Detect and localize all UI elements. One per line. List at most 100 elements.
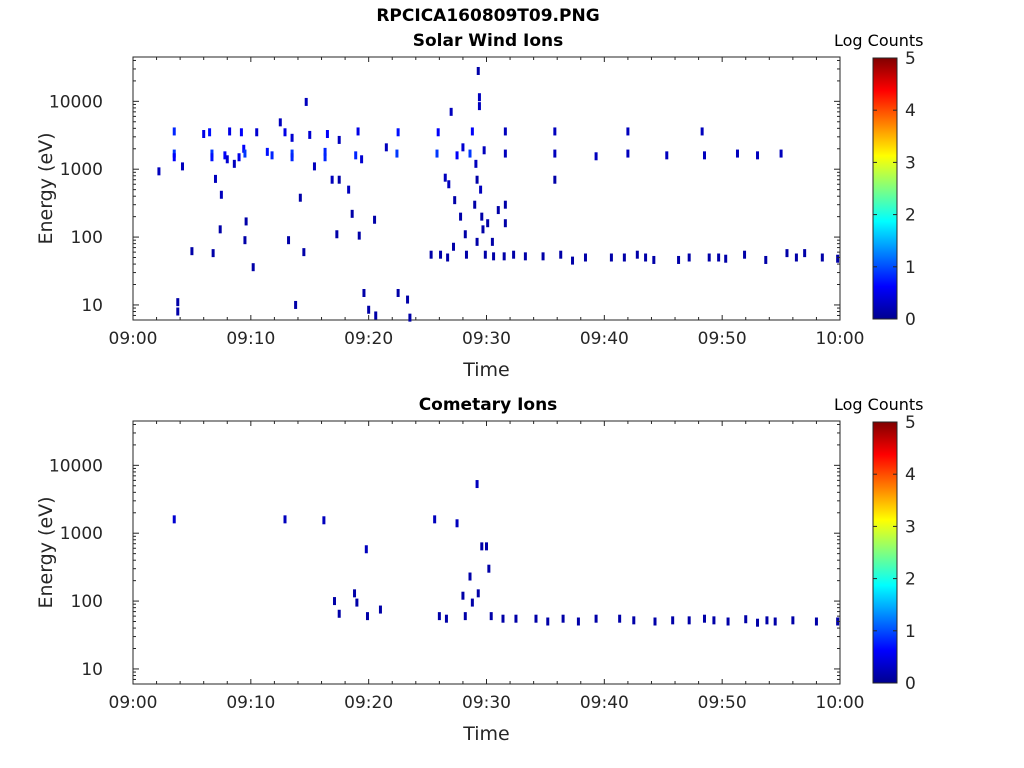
data-cell [322,516,326,525]
data-cell [435,149,439,158]
data-cell [468,149,472,158]
y-axis-label: Energy (eV) [35,132,57,244]
data-cell [357,231,361,240]
data-cell [571,256,575,265]
data-cell [452,242,456,251]
colorbar-tick-label: 4 [905,465,916,485]
colorbar-tick-label: 1 [905,622,916,642]
data-cell [541,252,545,261]
x-tick-label: 09:10 [226,329,275,349]
data-cell [687,616,691,625]
data-cell [779,149,783,158]
data-cell [373,215,377,224]
data-cell [474,159,478,168]
y-tick-label: 10 [81,660,103,680]
data-cell [365,612,369,621]
data-cell [355,598,359,607]
data-cell [618,614,622,623]
y-tick-label: 10 [81,296,103,316]
data-cell [290,153,294,162]
data-cell [653,617,657,626]
colorbar [872,421,898,684]
data-cell [367,305,371,314]
data-cell [501,614,505,623]
data-cell [265,147,269,156]
data-cell [157,167,161,176]
data-cell [553,175,557,184]
data-cell [287,236,291,245]
data-cell [325,130,329,139]
x-tick-label: 09:40 [580,693,629,713]
data-cell [298,193,302,202]
data-cell [323,153,327,162]
data-cell [283,515,287,524]
x-tick-label: 09:20 [344,329,393,349]
data-cell [665,151,669,160]
x-tick-label: 10:00 [816,693,865,713]
data-cell [464,250,468,259]
data-cell [364,545,368,554]
y-tick-label: 10000 [49,92,103,112]
data-cell [461,143,465,152]
data-cell [429,250,433,259]
data-cell [211,249,215,258]
data-cell [803,249,807,258]
data-cell [294,300,298,309]
data-cell [453,196,457,205]
data-cell [785,249,789,258]
data-cell [534,614,538,623]
x-tick-label: 09:20 [344,693,393,713]
data-cell [707,253,711,262]
data-cell [190,247,194,256]
data-cell [228,127,232,136]
y-tick-label: 1000 [60,160,103,180]
data-cell [439,250,443,259]
data-cell [652,255,656,264]
x-axis-label: Time [462,723,510,745]
data-cell [337,175,341,184]
data-cell [476,66,480,75]
x-tick-label: 09:00 [109,329,158,349]
data-cell [794,253,798,262]
x-tick-label: 09:50 [698,329,747,349]
data-cell [514,614,518,623]
x-tick-label: 09:50 [698,693,747,713]
data-cell [480,212,484,221]
data-cell [523,252,527,261]
colorbar-tick-label: 5 [905,49,916,69]
data-cell [735,149,739,158]
data-cell [553,149,557,158]
data-cell [353,589,357,598]
data-cell [487,564,491,573]
data-cell [503,219,507,228]
data-cell [172,153,176,162]
data-cell [470,127,474,136]
data-cell [502,252,506,261]
data-cell [561,614,565,623]
y-tick-label: 100 [71,592,103,612]
data-cell [463,612,467,621]
data-cell [626,127,630,136]
data-cell [219,190,223,199]
data-cell [490,237,494,246]
data-cell [243,149,247,158]
data-cell [476,589,480,598]
data-cell [202,130,206,139]
data-cell [559,250,563,259]
data-cell [470,598,474,607]
data-cell [396,128,400,137]
data-cell [323,147,327,156]
data-cell [717,253,721,262]
data-cell [374,311,378,320]
data-cell [213,174,217,183]
data-cell [308,130,312,139]
data-cell [218,225,222,234]
data-cell [594,152,598,161]
solar-wind-title: Solar Wind Ions [412,31,564,51]
data-cell [594,614,598,623]
data-cell [836,254,840,263]
data-cell [764,255,768,264]
x-tick-label: 09:40 [580,329,629,349]
data-cell [176,307,180,316]
